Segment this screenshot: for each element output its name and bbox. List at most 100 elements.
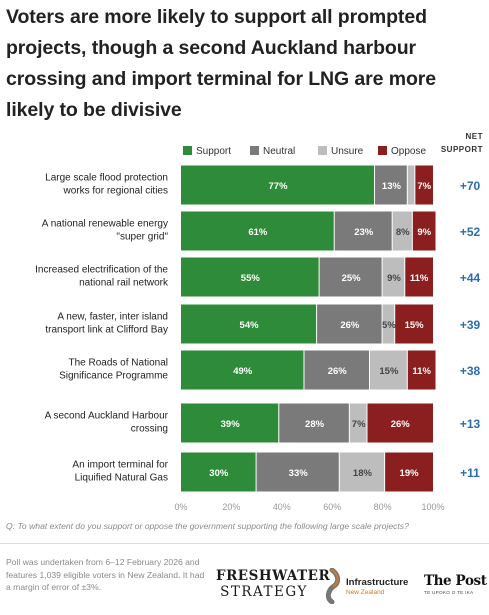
category-label: Significance Programme [59,371,168,382]
bar-segment-oppose [407,350,436,390]
x-tick-label: 80% [374,502,392,512]
bar-value-label: 7% [352,419,366,430]
bar-segment-oppose [385,452,433,492]
bar-segment-neutral [256,452,339,492]
bar-value-label: 25% [342,273,362,284]
bar-segment-oppose [412,211,436,251]
bar-value-label: 5% [382,320,396,331]
category-label: Liquified Natural Gas [75,473,168,484]
legend-label-unsure: Unsure [331,146,364,157]
net-support-header: SUPPORT [441,145,483,154]
bar-segment-unsure [370,350,407,390]
the-post-logo-text: The Post [424,573,487,589]
bar-segment-support [181,403,279,443]
category-label: A second Auckland Harbour [45,411,169,422]
category-label: The Roads of National [68,358,168,369]
category-label: An import terminal for [72,460,168,471]
bar-value-label: 55% [241,273,261,284]
bar-segment-neutral [375,165,407,205]
bar-value-label: 23% [354,227,374,238]
bar-segment-unsure [392,211,412,251]
bar-value-label: 18% [353,468,373,479]
bar-value-label: 33% [289,468,309,479]
chart-title: Voters are more likely to support all pr… [6,6,437,121]
bar-segment-oppose [415,165,433,205]
category-label: A new, faster, inter island [57,312,168,323]
net-support-value: +11 [460,466,480,480]
freshwater-logo-line1: FRESHWATER [216,568,331,584]
bar-segment-unsure [339,452,385,492]
bar-segment-support [181,211,334,251]
bar-segment-oppose [405,257,433,297]
net-support-value: +44 [460,271,481,285]
the-post-logo: The Post TE UPOKO O TE IKA [424,573,487,595]
x-tick-label: 20% [222,502,240,512]
bar-value-label: 30% [209,468,229,479]
bar-value-label: 28% [305,419,325,430]
bar-segment-support [181,350,304,390]
net-support-value: +13 [460,417,481,431]
bar-value-label: 13% [382,181,402,192]
bar-value-label: 49% [233,366,253,377]
survey-question: Q: To what extent do you support or oppo… [6,521,409,531]
category-label: crossing [131,424,168,435]
bar-value-label: 39% [221,419,241,430]
x-tick-label: 60% [323,502,341,512]
bar-segment-neutral [279,403,349,443]
legend-swatch-support [183,146,192,155]
x-tick-label: 40% [273,502,291,512]
x-tick-label: 100% [421,502,444,512]
net-support-value: +52 [460,225,481,239]
bar-value-label: 26% [391,419,411,430]
bar-segment-unsure [382,304,395,344]
legend-swatch-oppose [378,146,387,155]
freshwater-logo-line2: STRATEGY [220,584,308,600]
bar-segment-neutral [334,211,392,251]
bar-segment-unsure [382,257,405,297]
net-support-value: +70 [460,179,481,193]
bar-value-label: 26% [328,366,348,377]
bar-value-label: 15% [379,366,399,377]
bar-value-label: 19% [400,468,420,479]
infrastructure-nz-logo: Infrastructure New Zealand [320,568,418,604]
category-label: A national renewable energy [42,219,168,230]
category-label: Large scale flood protection [45,173,168,184]
bar-segment-support [181,165,375,205]
bar-value-label: 26% [340,320,360,331]
bar-segment-neutral [319,257,382,297]
bar-value-label: 9% [417,227,431,238]
legend-label-oppose: Oppose [391,146,426,157]
category-label: works for regional cities [63,186,168,197]
bar-segment-oppose [367,403,433,443]
bar-segment-unsure [407,165,415,205]
bar-segment-neutral [317,304,382,344]
bar-value-label: 9% [387,273,401,284]
category-label: Increased electrification of the [35,265,168,276]
net-support-header: NET [466,132,484,141]
category-label: national rail network [79,278,169,289]
footer-divider [0,543,489,544]
bar-segment-support [181,452,256,492]
stacked-bar-chart: Support Neutral Unsure Oppose NET SUPPORT Larg… [35,132,484,512]
bar-value-label: 11% [410,273,429,284]
freshwater-strategy-logo: FRESHWATER STRATEGY [216,568,331,600]
infrastructure-mark-icon [325,568,341,604]
infrastructure-logo-subtext: New Zealand [346,589,385,596]
net-support-value: +39 [460,318,481,332]
bar-value-label: 61% [248,227,268,238]
methodology-footnote: Poll was undertaken from 6–12 February 2… [6,557,205,592]
legend-swatch-neutral [250,146,259,155]
legend-label-neutral: Neutral [263,146,295,157]
bar-value-label: 7% [417,181,431,192]
bar-segment-support [181,257,319,297]
legend-swatch-unsure [318,146,327,155]
category-label: transport link at Clifford Bay [45,325,168,336]
bar-value-label: 15% [405,320,425,331]
bar-segment-oppose [395,304,433,344]
bar-value-label: 54% [240,320,260,331]
net-support-value: +38 [460,364,481,378]
the-post-logo-subtext: TE UPOKO O TE IKA [424,590,474,595]
legend-label-support: Support [196,146,231,157]
x-tick-label: 0% [174,502,187,512]
category-label: "super grid" [116,232,168,243]
